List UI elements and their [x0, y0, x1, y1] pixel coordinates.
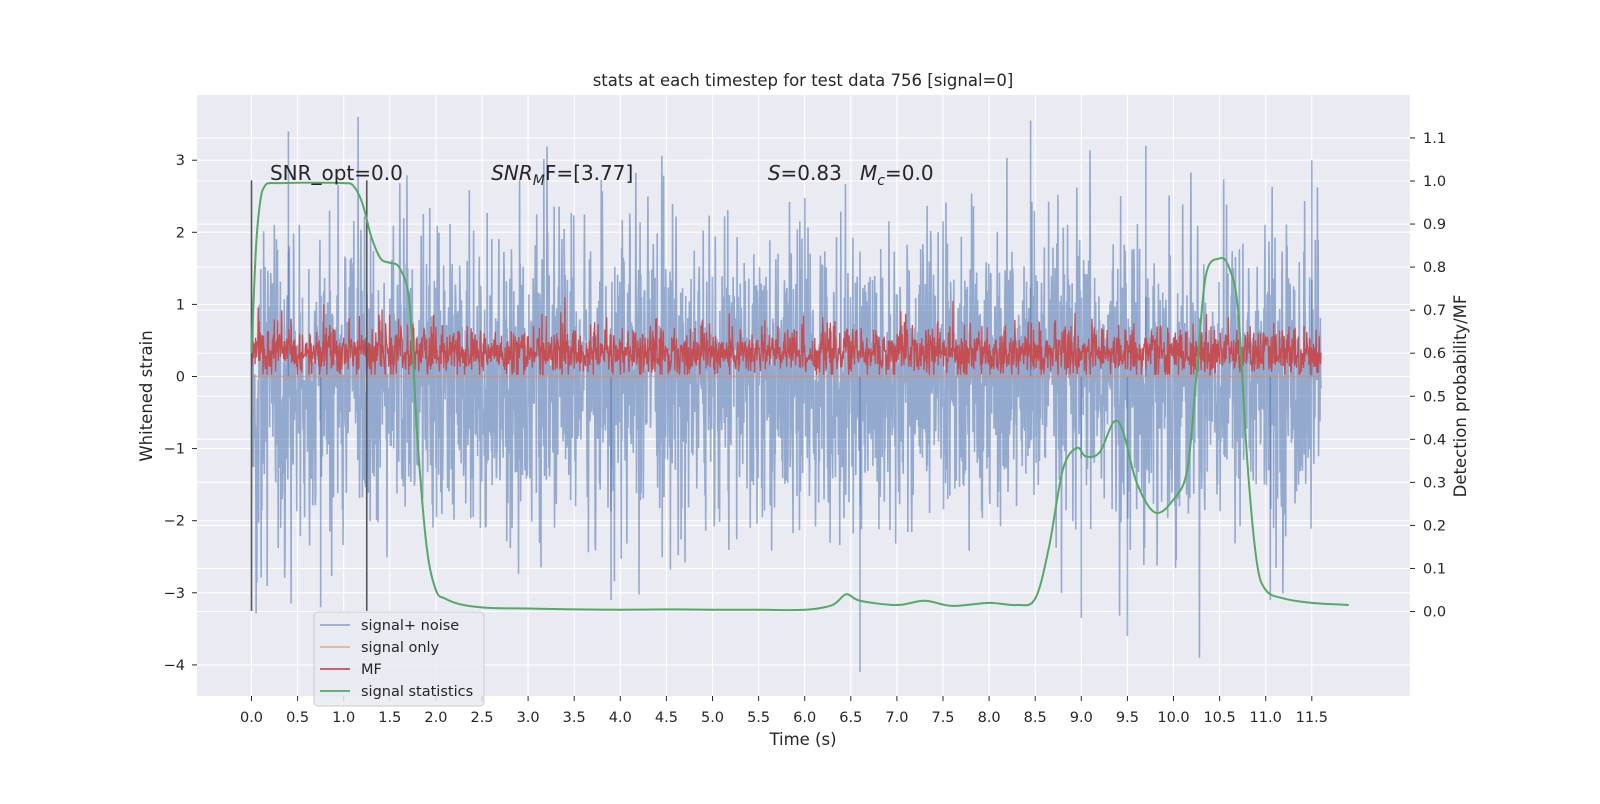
y-tick-label-right: 1.0	[1423, 174, 1446, 190]
series-mf	[250, 297, 1322, 378]
x-axis-label: Time (s)	[768, 730, 836, 749]
y-tick-label-right: 0.0	[1423, 605, 1446, 621]
y-tick-label-right: 1.1	[1423, 131, 1446, 147]
x-tick-label: 8.5	[1024, 710, 1047, 726]
annotation-s: S=0.83	[768, 161, 842, 185]
legend-label: signal+ noise	[361, 618, 459, 634]
x-tick-label: 6.0	[793, 710, 816, 726]
x-tick-label: 7.5	[931, 710, 954, 726]
line-signal-noise	[250, 116, 1322, 658]
chart-title: stats at each timestep for test data 756…	[593, 71, 1014, 90]
x-tick-label: 6.5	[839, 710, 862, 726]
series-signal-noise	[250, 116, 1322, 673]
y-tick-label-right: 0.7	[1423, 303, 1446, 319]
x-tick-label: 9.0	[1070, 710, 1093, 726]
y-tick-label-right: 0.3	[1423, 475, 1446, 491]
series-signal-statistics	[250, 181, 1349, 612]
y-tick-label-left: −2	[164, 514, 185, 530]
y-tick-label-right: 0.6	[1423, 346, 1446, 362]
x-tick-label: 11.0	[1250, 710, 1282, 726]
legend-item: MF	[320, 662, 382, 678]
x-tick-label: 10.5	[1203, 710, 1235, 726]
y-tick-label-right: 0.5	[1423, 389, 1446, 405]
y-tick-label-left: 2	[176, 225, 185, 241]
annotation-snr-opt: SNR_opt=0.0	[270, 161, 403, 185]
x-tick-label: 11.5	[1296, 710, 1328, 726]
x-tick-label: 8.0	[978, 710, 1001, 726]
y-tick-label-left: 1	[176, 297, 185, 313]
y-tick-label-right: 0.8	[1423, 260, 1446, 276]
legend-label: signal statistics	[361, 684, 473, 700]
x-tick-label: 0.5	[286, 710, 309, 726]
y-tick-label-left: 3	[176, 153, 185, 169]
x-tick-label: 5.5	[747, 710, 770, 726]
legend-label: signal only	[361, 640, 440, 656]
x-tick-label: 3.5	[563, 710, 586, 726]
x-tick-label: 1.0	[332, 710, 355, 726]
x-tick-label: 1.5	[378, 710, 401, 726]
x-tick-label: 0.0	[240, 710, 263, 726]
vertical-markers	[250, 180, 368, 611]
x-tick-label: 2.5	[470, 710, 493, 726]
y-axis-left-ticks: −4 −3 −2 −1 0 1 2 3	[164, 153, 197, 674]
y-tick-label-right: 0.1	[1423, 561, 1446, 577]
y-tick-label-left: −3	[164, 586, 185, 602]
legend-box	[313, 611, 485, 707]
y-tick-label-right: 0.2	[1423, 518, 1446, 534]
x-axis-ticks: 0.0 0.5 1.0 1.5 2.0 2.5 3.0 3.5 4.0 4.5 5.0 5.5 6.0 6…	[240, 696, 1328, 726]
y-tick-label-left: −1	[164, 442, 185, 458]
x-tick-label: 5.0	[701, 710, 724, 726]
annotations: SNR_opt=0.0 SNRMF=[3.77] S=0.83 Mc=0.0	[270, 161, 934, 189]
x-tick-label: 7.0	[885, 710, 908, 726]
y-tick-label-left: −4	[164, 658, 185, 674]
y-tick-label-right: 0.9	[1423, 217, 1446, 233]
x-tick-label: 3.0	[517, 710, 540, 726]
annotation-snr-mf: SNRMF=[3.77]	[491, 161, 633, 189]
annotation-mc: Mc=0.0	[860, 161, 934, 189]
legend-item: signal statistics	[320, 684, 473, 700]
legend-item: signal only	[320, 640, 440, 656]
legend-label: MF	[361, 662, 382, 678]
y-tick-label-right: 0.4	[1423, 432, 1446, 448]
legend-item: signal+ noise	[320, 618, 459, 634]
y-tick-label-left: 0	[176, 370, 185, 386]
x-tick-label: 9.5	[1116, 710, 1139, 726]
x-tick-label: 10.0	[1157, 710, 1189, 726]
x-tick-label: 4.5	[655, 710, 678, 726]
line-mf	[250, 297, 1322, 378]
y-axis-left-label: Whitened strain	[137, 330, 156, 461]
y-axis-right-ticks: 0.0 0.1 0.2 0.3 0.4 0.5 0.6 0.7 0.8 0.9 1.0 1.1	[1410, 131, 1446, 621]
y-axis-right-label: Detection probability/MF	[1451, 295, 1470, 498]
line-signal-statistics	[250, 181, 1349, 612]
x-tick-label: 2.0	[424, 710, 447, 726]
legend: signal+ noise signal only MF signal statist…	[313, 611, 485, 707]
x-tick-label: 4.0	[609, 710, 632, 726]
